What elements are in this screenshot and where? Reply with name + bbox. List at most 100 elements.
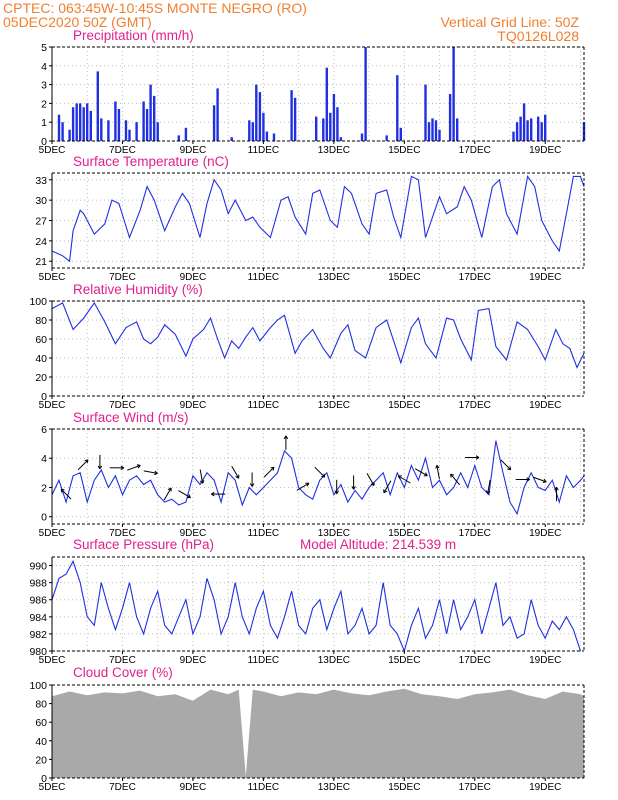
x-tick-label: 19DEC (529, 272, 561, 283)
precip-bar (522, 103, 526, 141)
panel-5: 0 20 40 60 80 100 5DEC 7DEC 9DEC 11DEC 13DEC 15DEC 1… (29, 665, 585, 793)
x-tick-label: 11DEC (248, 528, 280, 539)
wind-arrow-head (167, 487, 172, 492)
header-line3-right: TQ0126L028 (497, 28, 579, 44)
wind-arrow-head (249, 483, 255, 487)
wind-arrow-head (397, 475, 402, 480)
precip-bar (153, 95, 156, 141)
x-tick-label: 17DEC (459, 528, 491, 539)
x-tick-label: 7DEC (109, 272, 136, 283)
wind-arrow (398, 475, 411, 484)
x-tick-label: 15DEC (388, 655, 420, 666)
wind-arrow-head (154, 470, 158, 476)
precip-bar (272, 133, 276, 141)
wind-arrow-head (526, 477, 530, 482)
precip-bar (251, 122, 254, 141)
x-tick-label: 7DEC (109, 145, 136, 156)
y-tick-label: 24 (35, 236, 47, 248)
precip-bar (385, 135, 388, 141)
y-tick-label: 33 (35, 175, 47, 187)
precip-bar (82, 107, 85, 141)
precip-bar (315, 116, 318, 141)
x-tick-label: 17DEC (459, 655, 491, 666)
precip-bar (427, 122, 431, 141)
header-line2-left: 05DEC2020 50Z (GMT) (3, 14, 152, 30)
x-tick-label: 11DEC (248, 400, 280, 411)
x-tick-label: 11DEC (248, 145, 280, 156)
panel-3: 0 2 4 6 5DEC 7DEC 9DEC 11DEC 13DEC 15DEC 17DEC 19DE… (39, 410, 585, 539)
series-line (51, 301, 585, 369)
wind-arrow-head (199, 480, 205, 484)
precip-bar (452, 47, 455, 141)
precip-bar (519, 116, 522, 141)
precip-bar (537, 116, 540, 141)
wind-arrow-head (187, 494, 191, 499)
series-line (51, 559, 582, 653)
x-tick-label: 7DEC (109, 528, 136, 539)
precip-bar (177, 135, 180, 141)
wind-arrow-head (305, 482, 310, 487)
header-line2-right: Vertical Grid Line: 50Z (440, 14, 579, 30)
y-tick-label: 30 (35, 195, 47, 207)
y-tick-label: 21 (35, 256, 47, 268)
x-tick-label: 15DEC (388, 145, 420, 156)
x-tick-label: 5DEC (39, 272, 66, 283)
x-tick-label: 5DEC (39, 145, 66, 156)
precip-bar (360, 133, 364, 141)
wind-arrow (127, 464, 141, 471)
wind-arrow-head (60, 488, 65, 493)
wind-arrow-head (321, 473, 326, 478)
precip-bar (61, 122, 64, 141)
x-tick-label: 7DEC (109, 655, 136, 666)
precip-bar (396, 75, 399, 141)
precip-bar (325, 67, 328, 141)
precip-bar (75, 103, 78, 141)
precip-bar (135, 122, 138, 141)
precip-bar (448, 94, 452, 141)
x-tick-label: 15DEC (388, 528, 420, 539)
precip-bar (258, 92, 262, 141)
precip-bar (399, 127, 402, 141)
precip-bar (68, 129, 71, 141)
precip-bar (255, 84, 258, 141)
precip-bar (364, 47, 367, 141)
y-tick-label: 3 (41, 80, 47, 92)
x-tick-label: 11DEC (248, 782, 280, 793)
panel-2: 0 20 40 60 80 100 5DEC 7DEC 9DEC 11DEC 13DEC 15DEC 1… (29, 282, 585, 411)
x-tick-label: 19DEC (529, 655, 561, 666)
y-tick-label: 2 (41, 98, 47, 110)
wind-arrow-head (475, 455, 480, 460)
precip-bar (322, 118, 325, 141)
panel-title: Surface Wind (m/s) (73, 410, 189, 425)
precip-bar (216, 88, 219, 141)
precip-bar (71, 107, 75, 141)
y-tick-label: 80 (35, 315, 47, 327)
series-line (51, 440, 585, 516)
precip-bar (582, 122, 586, 141)
panel-0: 0 1 2 3 4 5 5DEC 7DEC 9DEC 11DEC 13DEC 15DEC 17DEC 19… (39, 28, 586, 156)
x-tick-label: 13DEC (318, 655, 350, 666)
precip-bar (86, 103, 89, 141)
precip-bar (149, 84, 152, 141)
precip-bar (96, 71, 99, 141)
panel-1: 21 24 27 30 33 5DEC 7DEC 9DEC 11DEC 13DEC 15DEC 17D… (35, 154, 585, 283)
precip-bar (145, 109, 149, 141)
y-tick-label: 100 (29, 680, 47, 692)
wind-arrow-head (370, 481, 375, 486)
wind-arrow (532, 476, 547, 483)
series-line (51, 175, 585, 263)
precip-bar (212, 105, 216, 141)
precip-bar (512, 131, 515, 141)
precip-bar (290, 90, 293, 141)
precip-bar (329, 112, 332, 141)
precip-bar (434, 120, 438, 141)
wind-arrow (77, 459, 89, 471)
y-tick-label: 6 (41, 424, 47, 436)
y-tick-label: 40 (35, 353, 47, 365)
precip-bar (424, 84, 427, 141)
precip-bar (89, 110, 92, 141)
wind-arrow (383, 480, 392, 494)
wind-arrow-head (136, 464, 141, 469)
cloud-cover-area (52, 688, 584, 778)
